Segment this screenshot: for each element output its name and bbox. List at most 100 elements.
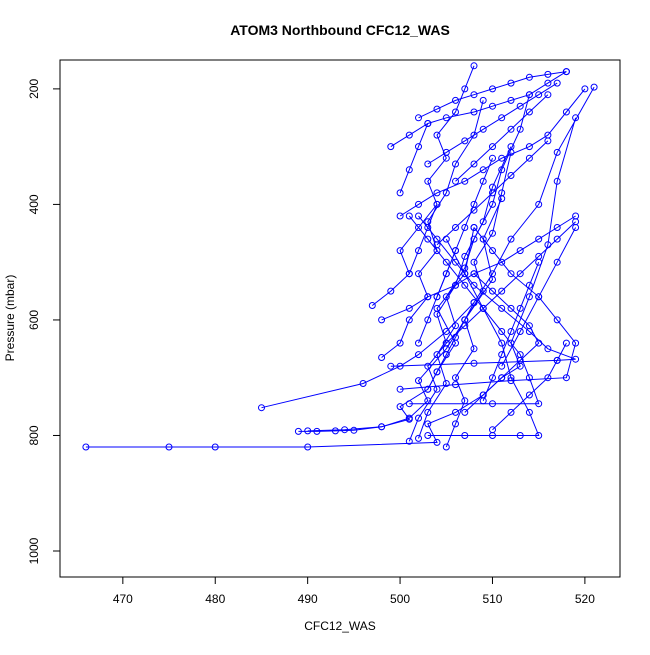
data-point [525, 281, 533, 289]
data-point [489, 247, 496, 255]
data-point [553, 356, 561, 364]
data-point [525, 108, 533, 116]
data-point [452, 247, 459, 255]
data-point [498, 166, 506, 174]
data-point [489, 374, 496, 382]
data-point [489, 287, 496, 295]
data-point [489, 229, 496, 237]
data-point [489, 154, 496, 162]
series-line [492, 342, 567, 431]
data-point [442, 380, 450, 387]
data-point [498, 189, 506, 197]
data-point [313, 427, 321, 435]
data-point [442, 148, 450, 156]
data-point [525, 408, 533, 416]
data-point [359, 380, 367, 387]
y-axis: 200 400 600 800 1000 [27, 79, 60, 564]
data-point [452, 374, 459, 382]
data-point [433, 189, 441, 197]
data-point [535, 400, 543, 408]
data-point [415, 200, 422, 208]
series-line [261, 86, 595, 409]
data-point [470, 281, 478, 289]
data-point [479, 235, 487, 243]
data-point [590, 83, 598, 91]
data-point [405, 415, 413, 423]
data-point [479, 177, 487, 185]
series-24 [498, 224, 580, 370]
data-point [507, 96, 515, 104]
data-point [405, 304, 413, 312]
data-point [442, 270, 450, 278]
series-29 [405, 200, 441, 278]
x-tick-label: 520 [575, 592, 595, 606]
data-point [498, 339, 506, 347]
data-point [544, 374, 552, 382]
data-point [507, 408, 515, 416]
data-point [415, 247, 422, 255]
data-point [470, 235, 478, 243]
data-point [572, 224, 580, 231]
series-10 [424, 235, 543, 439]
data-point [498, 328, 506, 335]
series-4 [304, 224, 478, 435]
data-point [433, 438, 441, 446]
data-point [498, 351, 506, 359]
data-point [507, 270, 515, 278]
data-point [479, 96, 487, 104]
data-point [452, 177, 459, 185]
data-point [470, 108, 478, 116]
data-point [525, 143, 533, 151]
data-point [470, 224, 478, 231]
data-point [562, 374, 570, 382]
data-point [415, 414, 422, 422]
data-point [498, 114, 506, 122]
data-point [415, 114, 422, 122]
series-19 [433, 137, 552, 249]
data-point [304, 427, 312, 435]
series-23 [489, 339, 570, 434]
data-point [415, 434, 422, 442]
x-tick-label: 500 [390, 592, 410, 606]
data-point [479, 125, 487, 133]
data-point [442, 351, 450, 359]
data-point [572, 355, 580, 363]
data-point [516, 356, 524, 364]
plot-frame [59, 59, 621, 578]
data-point [405, 131, 413, 139]
y-tick-label: 800 [27, 425, 41, 445]
series-14 [378, 212, 580, 324]
series-line [501, 227, 577, 367]
data-point [498, 362, 506, 370]
data-point [452, 381, 459, 389]
data-point [405, 166, 413, 174]
data-point [433, 368, 441, 376]
data-point [405, 212, 413, 220]
data-point [572, 339, 580, 347]
data-point [387, 287, 395, 295]
data-point [507, 328, 515, 335]
series-line [445, 221, 576, 344]
data-point [442, 189, 450, 197]
data-layer [82, 62, 598, 451]
data-point [470, 91, 478, 99]
data-point [489, 426, 496, 434]
data-point [433, 310, 441, 318]
series-line [371, 65, 475, 306]
data-point [165, 443, 173, 451]
data-point [396, 385, 404, 393]
x-tick-label: 480 [205, 592, 225, 606]
data-point [378, 423, 386, 431]
data-point [544, 79, 552, 87]
data-point [535, 258, 543, 266]
data-point [470, 258, 478, 266]
data-point [489, 276, 496, 283]
data-point [433, 351, 441, 359]
data-point [470, 359, 478, 367]
data-point [415, 377, 422, 385]
data-point [396, 189, 404, 197]
data-point [516, 328, 524, 335]
data-point [433, 105, 441, 113]
data-point [470, 160, 478, 168]
data-point [535, 339, 543, 347]
